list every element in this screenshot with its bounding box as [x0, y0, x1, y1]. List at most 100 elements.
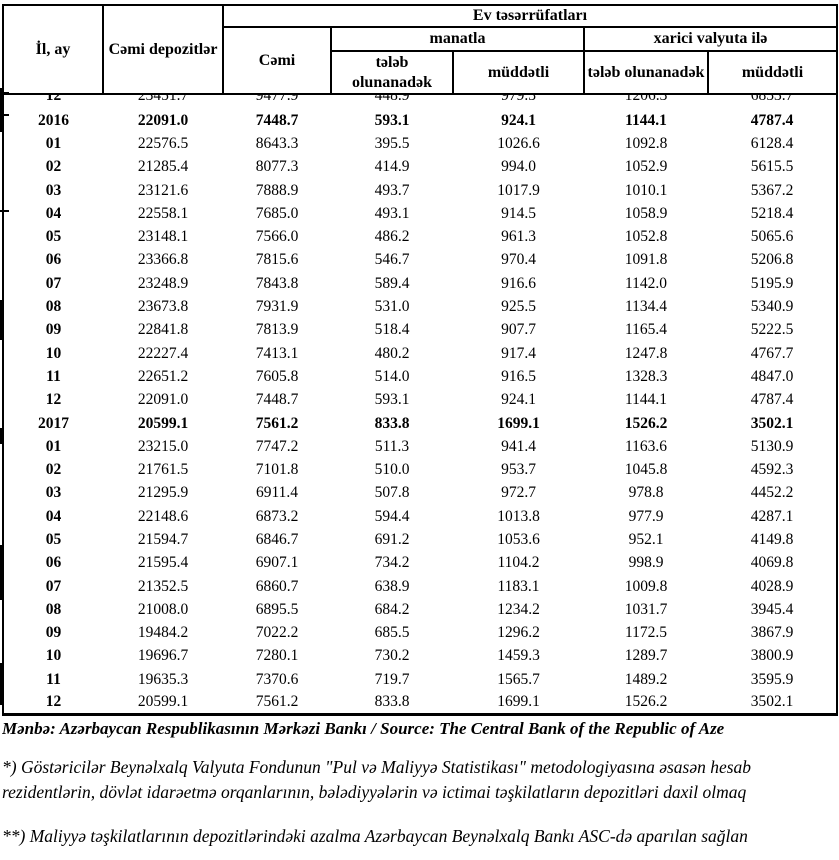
cell-value[interactable]: 510.0 — [374, 461, 410, 479]
cell-value[interactable]: 594.4 — [374, 507, 410, 525]
cell-value[interactable]: 23215.0 — [137, 437, 189, 455]
cell-value[interactable]: 730.2 — [374, 647, 410, 665]
header-demand-fx[interactable]: tələb olunanadək — [583, 50, 709, 95]
row-label[interactable]: 11 — [46, 367, 61, 385]
cell-value[interactable]: 685.5 — [374, 624, 410, 642]
cell-value[interactable]: 7566.0 — [255, 228, 299, 246]
clipped-cell-value[interactable]: 6853.7 — [750, 95, 794, 104]
cell-value[interactable]: 507.8 — [374, 484, 410, 502]
cell-value[interactable]: 1172.5 — [624, 624, 668, 642]
cell-value[interactable]: 1026.6 — [497, 134, 540, 152]
cell-value[interactable]: 1052.8 — [624, 228, 668, 246]
cell-value[interactable]: 833.8 — [374, 693, 410, 711]
cell-value[interactable]: 684.2 — [374, 600, 410, 618]
cell-value[interactable]: 4787.4 — [750, 111, 794, 129]
cell-value[interactable]: 22558.1 — [137, 204, 189, 222]
cell-value[interactable]: 19484.2 — [137, 624, 189, 642]
cell-value[interactable]: 638.9 — [374, 577, 410, 595]
cell-value[interactable]: 1296.2 — [497, 624, 540, 642]
cell-value[interactable]: 5130.9 — [750, 437, 794, 455]
clipped-row-label[interactable]: 12 — [45, 95, 62, 104]
cell-value[interactable]: 917.4 — [501, 344, 536, 362]
cell-value[interactable]: 7280.1 — [255, 647, 299, 665]
cell-value[interactable]: 691.2 — [374, 530, 410, 548]
cell-value[interactable]: 21594.7 — [137, 530, 189, 548]
cell-value[interactable]: 6907.1 — [255, 554, 299, 572]
cell-value[interactable]: 4767.7 — [750, 344, 794, 362]
cell-value[interactable]: 23148.1 — [137, 228, 189, 246]
cell-value[interactable]: 833.8 — [374, 414, 410, 432]
cell-value[interactable]: 1234.2 — [497, 600, 540, 618]
cell-value[interactable]: 1031.7 — [624, 600, 668, 618]
cell-value[interactable]: 4149.8 — [750, 530, 794, 548]
cell-value[interactable]: 5206.8 — [750, 251, 794, 269]
cell-value[interactable]: 3502.1 — [750, 693, 794, 711]
cell-value[interactable]: 7370.6 — [255, 670, 299, 688]
cell-value[interactable]: 1144.1 — [624, 391, 668, 409]
cell-value[interactable]: 4787.4 — [750, 391, 794, 409]
header-manat-group[interactable]: manatla — [330, 26, 585, 52]
cell-value[interactable]: 3502.1 — [750, 414, 794, 432]
cell-value[interactable]: 7815.6 — [255, 251, 299, 269]
cell-value[interactable]: 1009.8 — [624, 577, 668, 595]
row-label[interactable]: 10 — [45, 647, 62, 665]
row-label[interactable]: 04 — [45, 204, 62, 222]
row-label[interactable]: 01 — [45, 134, 62, 152]
row-label[interactable]: 03 — [45, 484, 62, 502]
cell-value[interactable]: 914.5 — [501, 204, 536, 222]
cell-value[interactable]: 7101.8 — [255, 461, 299, 479]
cell-value[interactable]: 1134.4 — [624, 298, 668, 316]
cell-value[interactable]: 7413.1 — [255, 344, 299, 362]
cell-value[interactable]: 493.7 — [374, 181, 410, 199]
row-label[interactable]: 05 — [45, 228, 62, 246]
cell-value[interactable]: 907.7 — [501, 321, 536, 339]
cell-value[interactable]: 22576.5 — [137, 134, 189, 152]
cell-value[interactable]: 21352.5 — [137, 577, 189, 595]
cell-value[interactable]: 1489.2 — [624, 670, 668, 688]
cell-value[interactable]: 5615.5 — [750, 158, 794, 176]
cell-value[interactable]: 1459.3 — [497, 647, 540, 665]
clipped-cell-value[interactable]: 979.3 — [501, 95, 536, 104]
row-label[interactable]: 06 — [45, 554, 62, 572]
cell-value[interactable]: 7931.9 — [255, 298, 299, 316]
row-label[interactable]: 2017 — [38, 414, 69, 432]
cell-value[interactable]: 19635.3 — [137, 670, 189, 688]
row-label[interactable]: 03 — [45, 181, 62, 199]
header-households-group[interactable]: Ev təsərrüfatları — [221, 4, 839, 28]
cell-value[interactable]: 916.5 — [501, 367, 536, 385]
cell-value[interactable]: 21595.4 — [137, 554, 189, 572]
cell-value[interactable]: 1142.0 — [624, 274, 668, 292]
cell-value[interactable]: 6895.5 — [255, 600, 299, 618]
row-label[interactable]: 07 — [45, 274, 62, 292]
cell-value[interactable]: 998.9 — [628, 554, 664, 572]
cell-value[interactable]: 7448.7 — [255, 111, 299, 129]
cell-value[interactable]: 7561.2 — [255, 693, 299, 711]
cell-value[interactable]: 22227.4 — [137, 344, 189, 362]
cell-value[interactable]: 8643.3 — [255, 134, 299, 152]
cell-value[interactable]: 924.1 — [501, 391, 536, 409]
row-label[interactable]: 08 — [45, 298, 62, 316]
cell-value[interactable]: 3867.9 — [750, 624, 794, 642]
cell-value[interactable]: 21285.4 — [137, 158, 189, 176]
cell-value[interactable]: 1091.8 — [624, 251, 668, 269]
header-demand-manat[interactable]: tələb olunanadək — [330, 50, 454, 95]
cell-value[interactable]: 5367.2 — [750, 181, 794, 199]
cell-value[interactable]: 531.0 — [374, 298, 410, 316]
cell-value[interactable]: 1058.9 — [624, 204, 668, 222]
cell-value[interactable]: 953.7 — [501, 461, 536, 479]
cell-value[interactable]: 486.2 — [374, 228, 410, 246]
row-label[interactable]: 02 — [45, 461, 62, 479]
cell-value[interactable]: 19696.7 — [137, 647, 189, 665]
cell-value[interactable]: 5222.5 — [750, 321, 794, 339]
cell-value[interactable]: 1165.4 — [624, 321, 668, 339]
cell-value[interactable]: 23121.6 — [137, 181, 189, 199]
row-label[interactable]: 04 — [45, 507, 62, 525]
cell-value[interactable]: 4028.9 — [750, 577, 794, 595]
cell-value[interactable]: 493.1 — [374, 204, 410, 222]
cell-value[interactable]: 7605.8 — [255, 367, 299, 385]
clipped-cell-value[interactable]: 9477.9 — [255, 95, 299, 104]
row-label[interactable]: 12 — [45, 391, 62, 409]
cell-value[interactable]: 518.4 — [374, 321, 410, 339]
row-label[interactable]: 05 — [45, 530, 62, 548]
cell-value[interactable]: 1183.1 — [497, 577, 540, 595]
